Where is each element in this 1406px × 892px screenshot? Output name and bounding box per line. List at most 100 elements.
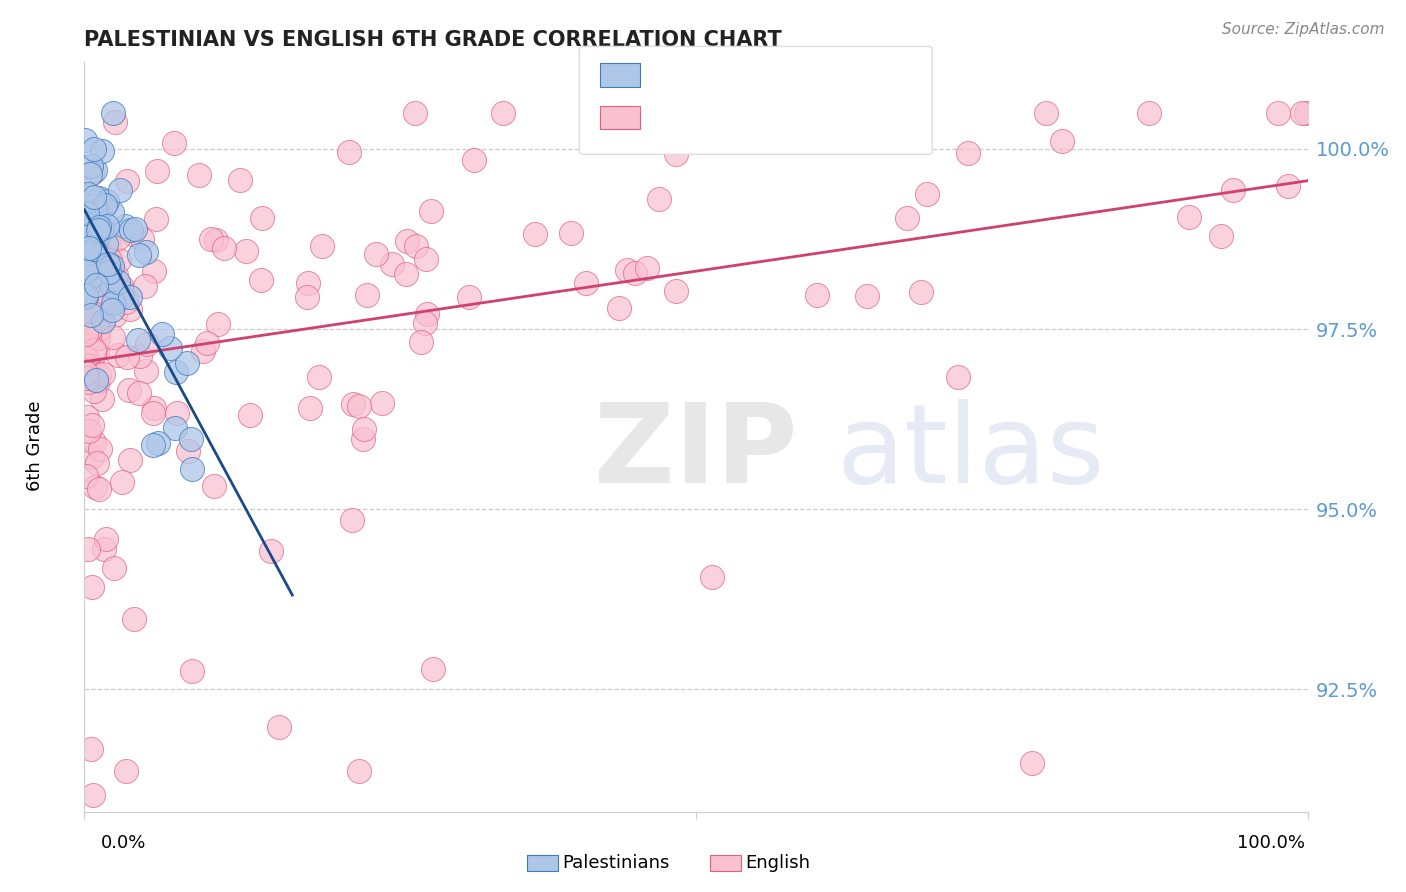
Text: Source: ZipAtlas.com: Source: ZipAtlas.com: [1222, 22, 1385, 37]
Point: [347, 764, 370, 778]
Point: [111, 280, 134, 294]
Point: [416, 307, 439, 321]
Point: [79, 167, 101, 181]
Point: [93, 367, 115, 381]
Point: [101, 278, 124, 293]
Point: [142, 406, 165, 420]
Point: [457, 289, 479, 303]
Point: [87, 226, 110, 240]
Point: [463, 153, 485, 168]
Point: [75, 290, 97, 304]
Point: [176, 356, 198, 370]
Point: [115, 764, 138, 779]
Point: [75, 338, 97, 352]
Point: [145, 211, 167, 226]
Point: [91, 314, 114, 328]
Point: [94, 283, 117, 297]
Point: [84, 236, 107, 251]
Point: [101, 303, 124, 318]
Text: PALESTINIAN VS ENGLISH 6TH GRADE CORRELATION CHART: PALESTINIAN VS ENGLISH 6TH GRADE CORRELA…: [84, 29, 782, 50]
Point: [87, 482, 110, 496]
Text: R =: R =: [648, 66, 688, 84]
Point: [411, 334, 433, 349]
Point: [856, 289, 879, 303]
Text: 0.0%: 0.0%: [101, 834, 146, 852]
Point: [524, 227, 547, 242]
Text: N =: N =: [755, 66, 794, 84]
Point: [422, 662, 444, 676]
Point: [946, 369, 969, 384]
Point: [381, 257, 404, 271]
Point: [806, 288, 828, 302]
Point: [86, 230, 108, 244]
Point: [311, 239, 333, 253]
Point: [77, 363, 100, 377]
Text: 175: 175: [794, 108, 835, 128]
Point: [165, 421, 187, 435]
Point: [108, 183, 131, 197]
Point: [84, 373, 107, 387]
Point: [91, 220, 114, 235]
Point: [607, 301, 630, 315]
Point: [353, 422, 375, 436]
Point: [77, 241, 100, 255]
Point: [163, 136, 186, 151]
Point: [180, 462, 202, 476]
Point: [87, 223, 110, 237]
Point: [1137, 106, 1160, 120]
Point: [98, 253, 121, 268]
Point: [82, 788, 104, 802]
Point: [150, 327, 173, 342]
Point: [103, 106, 125, 120]
Point: [89, 442, 111, 457]
Point: [107, 275, 129, 289]
Point: [84, 480, 107, 494]
Point: [356, 288, 378, 302]
Point: [702, 570, 724, 584]
Text: atlas: atlas: [837, 399, 1105, 506]
Point: [166, 406, 188, 420]
Point: [297, 277, 319, 291]
Point: [107, 230, 129, 244]
Point: [75, 469, 97, 483]
Point: [267, 720, 290, 734]
Point: [575, 276, 598, 290]
Point: [159, 341, 181, 355]
Text: ZIP: ZIP: [595, 399, 797, 506]
Point: [165, 365, 187, 379]
Point: [342, 396, 364, 410]
Point: [146, 436, 169, 450]
Point: [86, 457, 108, 471]
Point: [395, 267, 418, 281]
Point: [413, 316, 436, 330]
Point: [97, 257, 120, 271]
Point: [624, 267, 647, 281]
Point: [1222, 183, 1244, 197]
Point: [101, 295, 124, 310]
Point: [87, 322, 110, 336]
Point: [114, 219, 136, 234]
Point: [118, 383, 141, 397]
Point: [76, 186, 98, 201]
Point: [250, 211, 273, 225]
Point: [76, 205, 98, 219]
Point: [142, 438, 165, 452]
Point: [127, 333, 149, 347]
Point: [134, 278, 156, 293]
Point: [214, 241, 236, 255]
Point: [665, 285, 688, 299]
Point: [75, 358, 97, 372]
Point: [191, 344, 214, 359]
Text: 0.475: 0.475: [686, 65, 748, 85]
Point: [83, 343, 105, 357]
Point: [1178, 210, 1201, 224]
Point: [128, 349, 150, 363]
Point: [308, 370, 330, 384]
Point: [883, 131, 905, 145]
Point: [120, 222, 142, 236]
Text: Palestinians: Palestinians: [562, 855, 669, 872]
Point: [111, 475, 134, 489]
Point: [352, 432, 374, 446]
Point: [135, 364, 157, 378]
Point: [200, 232, 222, 246]
